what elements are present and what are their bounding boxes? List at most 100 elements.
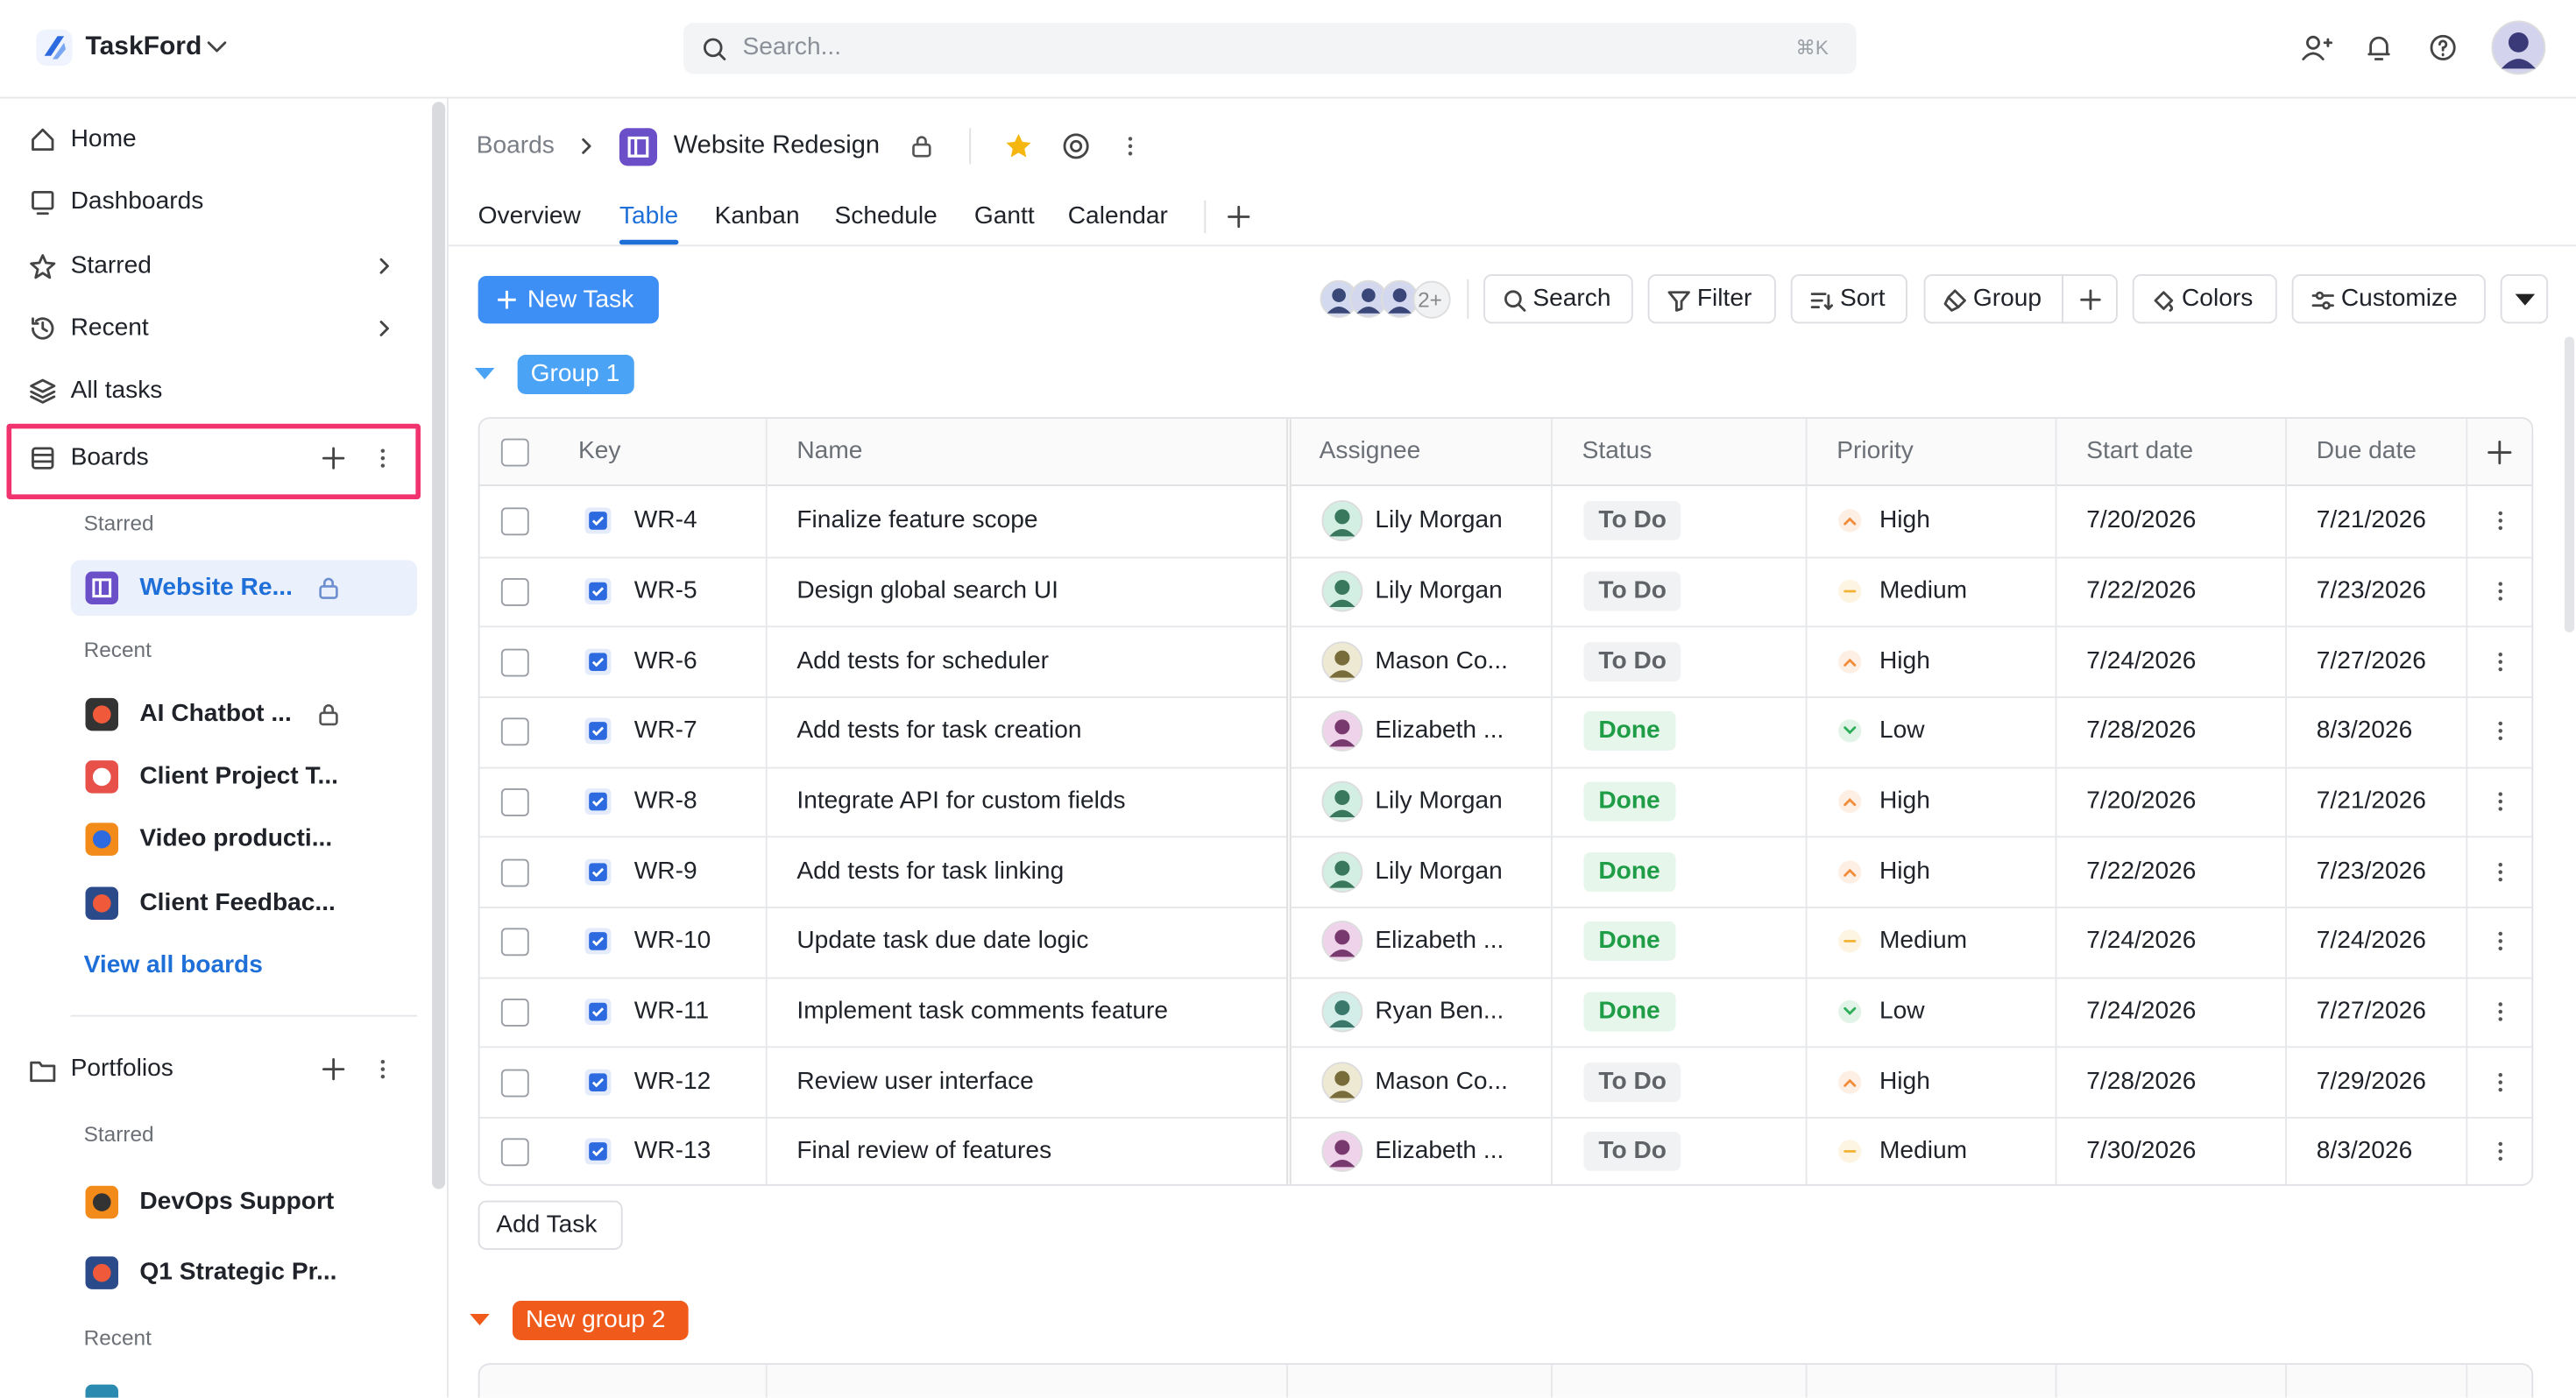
task-name[interactable]: Final review of features xyxy=(796,1137,1052,1166)
nav-item[interactable]: Recent xyxy=(70,314,149,342)
row-divider xyxy=(479,837,2532,838)
board-link[interactable]: AI Chatbot ... xyxy=(139,699,292,728)
group-chip[interactable]: Group 1 xyxy=(517,355,634,394)
task-name[interactable]: Implement task comments feature xyxy=(796,997,1169,1026)
toolbar-button[interactable]: Sort xyxy=(1790,274,1907,324)
breadcrumb-root[interactable]: Boards xyxy=(476,131,555,159)
app-name[interactable]: TaskFord xyxy=(85,32,202,61)
task-key[interactable]: WR-4 xyxy=(633,506,697,534)
new-task-button[interactable]: New Task xyxy=(478,276,659,324)
task-name[interactable]: Design global search UI xyxy=(796,576,1058,604)
dropdown-button[interactable] xyxy=(2500,274,2549,324)
task-key[interactable]: WR-12 xyxy=(633,1067,711,1096)
toolbar-button[interactable]: Colors xyxy=(2132,274,2277,324)
column-header[interactable]: Key xyxy=(578,436,621,465)
status-chip[interactable]: To Do xyxy=(1583,1132,1681,1172)
row-checkbox[interactable] xyxy=(500,788,529,816)
task-key[interactable]: WR-11 xyxy=(633,997,710,1026)
status-chip[interactable]: Done xyxy=(1583,711,1675,752)
column-header[interactable]: Status xyxy=(1582,436,1652,465)
row-checkbox[interactable] xyxy=(500,578,529,606)
nav-item[interactable]: Dashboards xyxy=(70,187,204,215)
search-icon xyxy=(703,38,726,60)
nav-item[interactable]: Starred xyxy=(70,251,152,279)
tab[interactable]: Table xyxy=(619,201,679,230)
column-header[interactable]: Name xyxy=(796,436,863,465)
portfolio-item-icon xyxy=(85,1185,118,1219)
task-key[interactable]: WR-6 xyxy=(633,646,697,675)
column-header[interactable]: Start date xyxy=(2086,436,2194,465)
status-chip[interactable]: Done xyxy=(1583,851,1675,892)
task-name[interactable]: Review user interface xyxy=(796,1067,1034,1096)
row-checkbox[interactable] xyxy=(500,1069,529,1097)
status-chip[interactable]: Done xyxy=(1583,921,1675,962)
task-name[interactable]: Update task due date logic xyxy=(796,927,1089,956)
row-more xyxy=(2498,932,2502,951)
row-checkbox[interactable] xyxy=(500,928,529,957)
portfolio-link[interactable]: DevOps Support xyxy=(139,1187,335,1216)
column-header[interactable]: Assignee xyxy=(1319,436,1421,465)
section-title[interactable]: Portfolios xyxy=(70,1054,173,1083)
tab[interactable]: Gantt xyxy=(973,201,1035,230)
status-chip[interactable]: To Do xyxy=(1583,1062,1681,1102)
table-header xyxy=(479,419,2532,486)
tab[interactable]: Calendar xyxy=(1067,201,1168,230)
tab[interactable]: Overview xyxy=(478,201,581,230)
column-header[interactable]: Due date xyxy=(2316,436,2417,465)
section-label: Recent xyxy=(83,1325,152,1351)
row-checkbox[interactable] xyxy=(500,507,529,536)
tab[interactable]: Kanban xyxy=(714,201,800,230)
row-checkbox[interactable] xyxy=(500,648,529,676)
view-all-link[interactable]: View all boards xyxy=(83,950,263,979)
board-link[interactable]: Client Feedbac... xyxy=(139,888,336,917)
toolbar-button[interactable]: Group xyxy=(1923,274,2063,324)
row-checkbox[interactable] xyxy=(500,858,529,886)
board-link[interactable]: Client Project T... xyxy=(139,762,338,790)
task-type-icon xyxy=(584,507,612,534)
button-label: Customize xyxy=(2340,284,2458,313)
task-name[interactable]: Integrate API for custom fields xyxy=(796,787,1126,815)
add-task-button[interactable]: Add Task xyxy=(478,1200,623,1250)
toolbar-button[interactable]: Customize xyxy=(2291,274,2486,324)
task-key[interactable]: WR-5 xyxy=(633,576,697,604)
nav-item[interactable]: All tasks xyxy=(70,376,163,405)
task-assignee: Mason Co... xyxy=(1375,1067,1509,1096)
task-type-icon xyxy=(584,788,612,815)
row-checkbox[interactable] xyxy=(500,438,529,467)
search-box[interactable]: Search... ⌘K xyxy=(683,23,1857,74)
status-chip[interactable]: Done xyxy=(1583,781,1675,822)
task-name[interactable]: Add tests for task linking xyxy=(796,857,1065,886)
status-chip[interactable]: Done xyxy=(1583,992,1675,1032)
portfolio-item-icon xyxy=(85,1384,118,1398)
group-chip[interactable]: New group 2 xyxy=(513,1301,689,1340)
section-title[interactable]: Boards xyxy=(70,443,149,472)
status-chip[interactable]: To Do xyxy=(1583,501,1681,541)
toolbar-button[interactable]: Search xyxy=(1483,274,1633,324)
row-checkbox[interactable] xyxy=(500,718,529,746)
board-link[interactable]: Video producti... xyxy=(139,824,333,853)
task-name[interactable]: Add tests for task creation xyxy=(796,717,1082,745)
task-key[interactable]: WR-8 xyxy=(633,787,697,815)
column-divider xyxy=(1286,419,1292,1184)
row-checkbox[interactable] xyxy=(500,999,529,1027)
status-chip[interactable]: To Do xyxy=(1583,571,1681,611)
task-key[interactable]: WR-9 xyxy=(633,857,697,886)
portfolio-link[interactable]: Q1 Strategic Pr... xyxy=(139,1258,337,1287)
task-key[interactable]: WR-13 xyxy=(633,1137,711,1166)
group-add-button[interactable] xyxy=(2062,274,2118,324)
task-key[interactable]: WR-7 xyxy=(633,717,697,745)
row-checkbox[interactable] xyxy=(500,1139,529,1167)
column-header[interactable]: Priority xyxy=(1836,436,1914,465)
column-divider xyxy=(2055,1365,2057,1398)
task-name[interactable]: Finalize feature scope xyxy=(796,506,1038,534)
tab[interactable]: Schedule xyxy=(834,201,938,230)
status-chip[interactable]: To Do xyxy=(1583,641,1681,681)
task-type-icon xyxy=(584,1139,612,1166)
task-key[interactable]: WR-10 xyxy=(633,927,711,956)
task-name[interactable]: Add tests for scheduler xyxy=(796,646,1050,675)
nav-item[interactable]: Home xyxy=(70,124,137,153)
board-link[interactable]: Website Re... xyxy=(139,573,293,602)
nav-icon xyxy=(32,128,54,152)
task-assignee: Lily Morgan xyxy=(1375,857,1503,886)
toolbar-button[interactable]: Filter xyxy=(1647,274,1776,324)
